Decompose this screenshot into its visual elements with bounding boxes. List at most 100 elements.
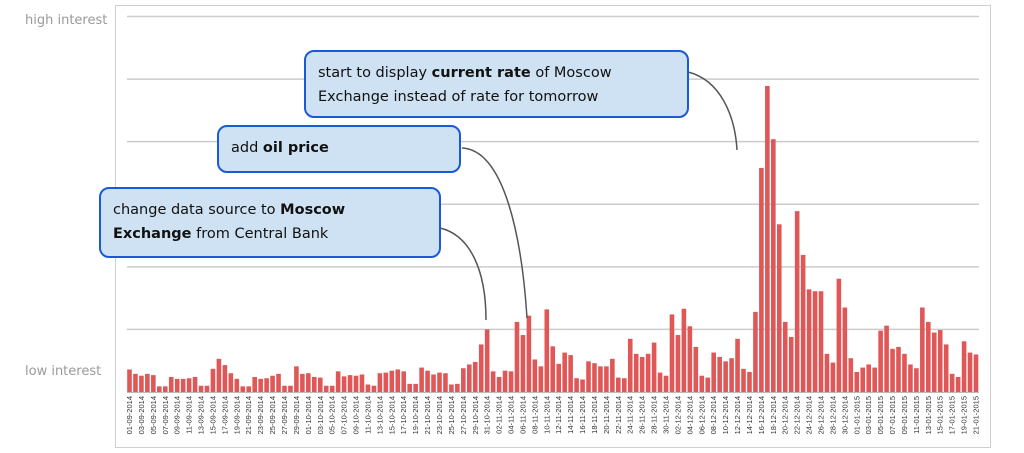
bar-24-09-2014	[264, 378, 269, 392]
callout-text: of Moscow Exchange instead of rate for t…	[318, 65, 612, 105]
bar-28-11-2014	[651, 342, 657, 392]
x-tick-label: 04-12-2014	[685, 396, 694, 434]
y-label-low: low interest	[25, 364, 102, 379]
bar-11-11-2014	[550, 346, 556, 392]
bar-17-11-2014	[586, 361, 591, 392]
x-tick-label: 02-12-2014	[673, 396, 682, 434]
bar-06-11-2014	[520, 335, 526, 392]
annotation-callout-oil-price: add oil price	[217, 125, 461, 173]
x-tick-label: 09-09-2014	[173, 396, 182, 434]
x-tick-label: 15-09-2014	[208, 396, 217, 434]
bar-20-12-2014	[782, 321, 788, 392]
x-tick-label: 17-09-2014	[220, 396, 229, 434]
annotation-callout-moscow-exchange: change data source to Moscow Exchange fr…	[99, 187, 441, 258]
bar-11-10-2014	[365, 384, 371, 392]
bar-15-11-2014	[574, 378, 579, 392]
bar-30-11-2014	[663, 375, 669, 392]
bar-10-01-2015	[908, 364, 913, 392]
bar-25-11-2014	[633, 353, 639, 392]
bar-03-12-2014	[681, 308, 687, 392]
bar-03-09-2014	[139, 375, 144, 392]
bar-27-09-2014	[282, 385, 287, 392]
bar-12-12-2014	[735, 338, 740, 392]
bar-08-10-2014	[347, 375, 353, 392]
x-tick-label: 17-10-2014	[399, 396, 408, 434]
bar-22-09-2014	[252, 376, 257, 392]
x-tick-label: 09-10-2014	[352, 396, 361, 434]
bar-08-12-2014	[711, 352, 717, 392]
bar-10-12-2014	[723, 361, 728, 392]
bar-04-09-2014	[145, 373, 150, 392]
x-tick-label: 05-01-2015	[876, 396, 885, 434]
bar-29-11-2014	[657, 372, 663, 392]
x-tick-label: 19-10-2014	[411, 396, 420, 434]
bar-05-11-2014	[514, 321, 520, 392]
bar-15-09-2014	[210, 368, 216, 392]
bar-18-12-2014	[771, 139, 776, 392]
bar-17-01-2015	[949, 373, 955, 392]
bar-12-11-2014	[556, 363, 562, 392]
bar-11-01-2015	[914, 368, 919, 392]
bar-13-10-2014	[377, 373, 383, 392]
bar-08-01-2015	[896, 346, 901, 392]
bar-06-12-2014	[699, 375, 705, 392]
bar-17-12-2014	[765, 85, 770, 392]
bar-04-01-2015	[872, 367, 877, 392]
bar-06-01-2015	[884, 325, 889, 392]
connector-line-1	[439, 227, 487, 321]
bar-25-12-2014	[812, 291, 818, 392]
x-tick-label: 31-10-2014	[483, 396, 492, 434]
bar-28-09-2014	[288, 385, 293, 392]
bar-09-01-2015	[902, 353, 907, 392]
x-tick-label: 15-10-2014	[387, 396, 396, 434]
x-tick-labels: 01-09-2014 03-09-2014 05-09-2014 07-09-2014…	[125, 396, 981, 434]
x-tick-label: 09-01-2015	[900, 396, 909, 434]
bar-01-01-2015	[854, 371, 860, 392]
x-tick-label: 17-01-2015	[948, 396, 957, 434]
connector-line-3	[687, 71, 738, 151]
x-tick-label: 12-12-2014	[733, 396, 742, 434]
bar-16-01-2015	[943, 344, 949, 392]
x-tick-label: 11-01-2015	[912, 396, 921, 434]
bar-13-01-2015	[926, 321, 931, 392]
x-tick-label: 16-12-2014	[757, 396, 766, 434]
y-label-high: high interest	[25, 13, 108, 28]
bar-02-12-2014	[675, 335, 681, 392]
bar-29-12-2014	[836, 278, 842, 392]
bar-09-10-2014	[353, 375, 359, 392]
bar-10-09-2014	[180, 378, 186, 392]
bar-22-10-2014	[431, 374, 436, 392]
bar-16-11-2014	[580, 379, 585, 392]
x-tick-label: 06-11-2014	[518, 396, 527, 434]
x-tick-label: 08-11-2014	[530, 396, 539, 434]
bar-14-09-2014	[204, 385, 210, 392]
x-tick-label: 28-12-2014	[828, 396, 837, 434]
x-tick-label: 03-01-2015	[864, 396, 873, 434]
x-tick-label: 01-01-2015	[852, 396, 861, 434]
bar-04-12-2014	[687, 326, 693, 392]
x-tick-label: 11-09-2014	[185, 396, 194, 434]
bar-27-12-2014	[824, 353, 830, 392]
bar-20-11-2014	[604, 366, 609, 392]
x-tick-label: 12-11-2014	[554, 396, 563, 434]
bar-22-11-2014	[616, 377, 621, 392]
bar-31-12-2014	[848, 358, 854, 392]
x-tick-label: 03-09-2014	[137, 396, 146, 434]
bar-14-01-2015	[931, 332, 937, 392]
callout-text: change data source to	[113, 202, 281, 218]
x-tick-label: 13-01-2015	[924, 396, 933, 434]
callout-text-bold: oil price	[262, 140, 329, 156]
x-tick-label: 22-12-2014	[793, 396, 802, 434]
x-tick-label: 15-01-2015	[936, 396, 945, 434]
x-tick-label: 11-10-2014	[363, 396, 372, 434]
bar-19-11-2014	[598, 366, 603, 392]
bar-08-11-2014	[532, 359, 538, 392]
x-tick-label: 20-12-2014	[781, 396, 790, 434]
bar-18-09-2014	[228, 373, 234, 392]
bar-11-09-2014	[186, 378, 192, 392]
bar-26-09-2014	[276, 373, 281, 392]
bar-02-10-2014	[311, 376, 317, 392]
bar-24-12-2014	[806, 289, 812, 392]
bar-29-10-2014	[472, 361, 478, 392]
connector-line-2	[461, 147, 528, 319]
